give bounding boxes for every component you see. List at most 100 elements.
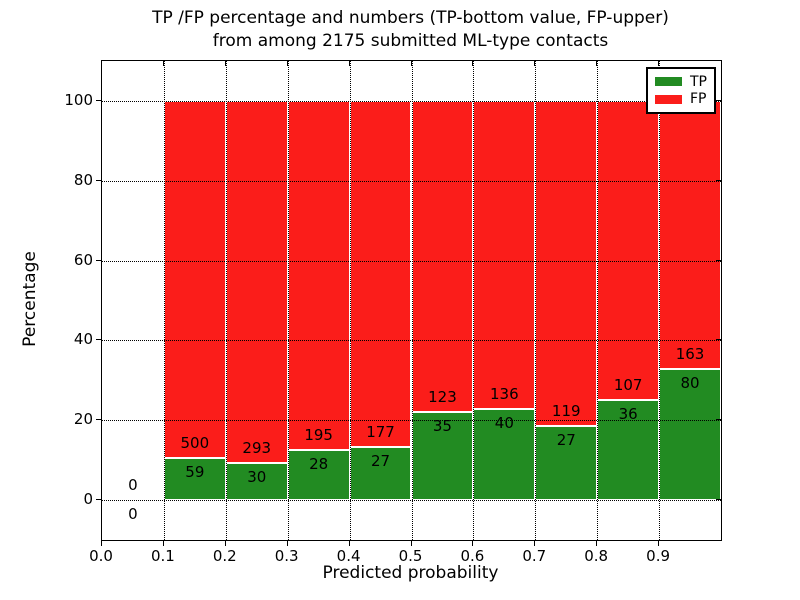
x-tick-label: 0.4	[336, 547, 361, 565]
v-gridline	[411, 61, 413, 540]
v-gridline	[163, 61, 165, 540]
y-tick-label: 20	[73, 410, 93, 429]
x-tick-label: 0.9	[646, 547, 671, 565]
x-tick-label: 0.5	[398, 547, 423, 565]
bar-value-tp: 36	[618, 404, 638, 423]
v-gridline	[225, 61, 227, 540]
bar-value-fp: 123	[428, 387, 457, 406]
x-tick-top	[224, 61, 226, 66]
y-tick-right	[716, 259, 721, 261]
v-gridline	[659, 61, 661, 540]
y-axis-label: Percentage	[20, 251, 40, 347]
legend: TP FP	[646, 67, 716, 114]
bar-value-fp: 293	[242, 439, 272, 457]
legend-item-fp: FP	[655, 92, 707, 106]
x-tick-label: 0.3	[274, 547, 299, 565]
v-gridline	[597, 61, 599, 540]
y-tick-label: 40	[73, 330, 93, 349]
bar-value-fp: 500	[180, 433, 210, 452]
x-tick-label: 0.7	[522, 547, 547, 565]
bar-segment-tp	[597, 399, 660, 501]
bar-segment-fp	[163, 100, 226, 458]
bar-segment-fp	[597, 100, 660, 400]
y-tick-label: 80	[73, 170, 93, 189]
y-tick-right	[716, 179, 721, 181]
bar-segment-fp	[287, 100, 350, 450]
bar-value-fp: 107	[613, 375, 643, 394]
bar-value-fp: 119	[551, 402, 581, 421]
x-tick-bottom	[101, 541, 102, 546]
bar-value-fp: 163	[675, 344, 705, 363]
x-tick-top	[410, 61, 412, 66]
x-tick-top	[658, 61, 660, 66]
bar-value-tp: 80	[680, 373, 700, 392]
bar-value-tp: 27	[371, 452, 391, 471]
y-tick-right	[716, 419, 721, 421]
x-tick-top	[534, 61, 536, 66]
bar-segment-tp	[473, 409, 536, 501]
bar-value-tp: 27	[556, 431, 576, 450]
legend-item-tp: TP	[655, 75, 707, 89]
bar-value-fp: 0	[128, 476, 138, 495]
y-tick-right	[716, 339, 721, 341]
v-gridline	[535, 61, 537, 540]
bar-segment-fp	[473, 100, 536, 410]
x-tick-bottom	[658, 541, 660, 546]
x-tick-bottom	[596, 541, 598, 546]
x-tick-top	[472, 61, 474, 66]
x-tick-bottom	[472, 541, 474, 546]
bar-value-tp: 28	[309, 454, 329, 473]
x-tick-bottom	[348, 541, 350, 546]
x-tick-top	[596, 61, 598, 66]
bar-segment-fp	[225, 100, 288, 463]
bar-value-tp: 40	[494, 414, 514, 433]
bar-segment-fp	[411, 100, 474, 412]
x-tick-bottom	[286, 541, 288, 546]
x-tick-label: 0.0	[89, 547, 113, 565]
y-tick-right	[716, 499, 721, 501]
x-tick-label: 0.8	[584, 547, 609, 565]
y-tick-left	[96, 259, 101, 261]
x-tick-top	[162, 61, 164, 66]
y-tick-left	[96, 499, 101, 501]
x-tick-label: 0.1	[150, 547, 175, 565]
x-tick-top	[348, 61, 350, 66]
bar-value-fp: 195	[304, 425, 333, 444]
bar-value-tp: 35	[432, 416, 452, 435]
chart-title: TP /FP percentage and numbers (TP-bottom…	[101, 7, 720, 53]
bar-value-fp: 177	[366, 423, 395, 442]
x-tick-top	[286, 61, 288, 66]
x-tick-bottom	[410, 541, 412, 546]
fp-legend-swatch	[655, 94, 682, 104]
y-tick-right	[716, 99, 721, 101]
bar-segment-fp	[535, 100, 598, 427]
plot-area: TP FP 0 0 500 59 293 30 195 28 177 27 123 35 136 40 11…	[101, 60, 722, 541]
bar-segment-tp	[349, 447, 412, 501]
bar-segment-fp	[659, 100, 721, 369]
bar-value-tp: 0	[128, 505, 138, 524]
tp-legend-swatch	[655, 77, 682, 87]
bar-value-tp: 59	[185, 462, 205, 481]
chart-title-line1: TP /FP percentage and numbers (TP-bottom…	[152, 8, 669, 28]
bar-segment-tp	[287, 449, 350, 501]
y-tick-label: 0	[83, 490, 93, 509]
bar-segment-fp	[349, 100, 412, 448]
chart-title-line2: from among 2175 submitted ML-type contac…	[212, 31, 609, 51]
y-tick-label: 100	[64, 90, 93, 109]
y-tick-left	[96, 339, 101, 341]
bar-segment-tp	[535, 426, 598, 501]
y-tick-left	[96, 179, 101, 181]
x-tick-label: 0.6	[460, 547, 485, 565]
x-tick-bottom	[534, 541, 536, 546]
bar-segment-tp	[225, 463, 288, 501]
y-tick-left	[96, 99, 101, 101]
bar-value-fp: 136	[490, 385, 519, 404]
x-axis-label: Predicted probability	[322, 563, 499, 583]
v-gridline	[473, 61, 475, 540]
x-tick-label: 0.2	[212, 547, 237, 565]
fp-legend-label: FP	[690, 91, 707, 108]
v-gridline	[287, 61, 289, 540]
y-tick-label: 60	[73, 250, 93, 269]
v-gridline	[349, 61, 351, 540]
